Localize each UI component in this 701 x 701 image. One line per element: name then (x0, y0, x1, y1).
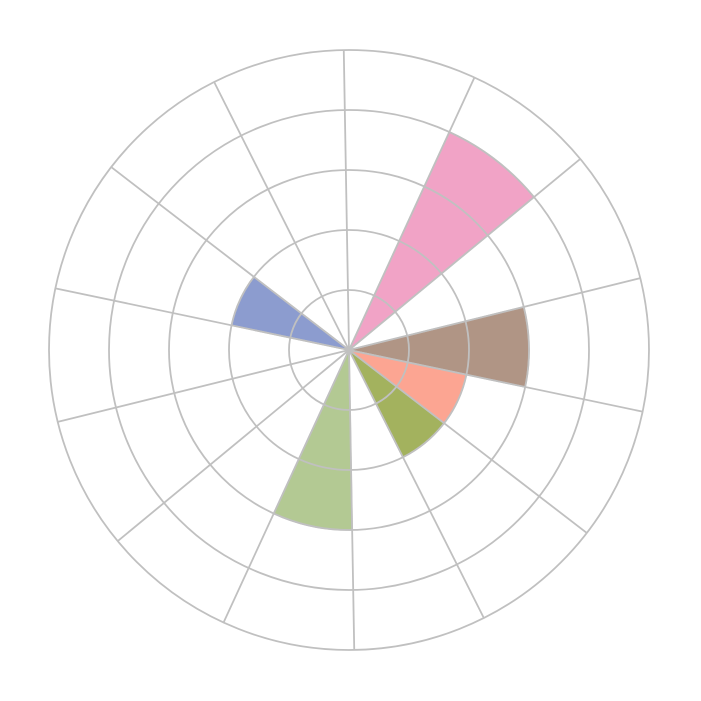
angular-gridline-9 (117, 349, 350, 542)
angular-gridline-1 (348, 77, 476, 351)
angular-gridline-2 (348, 158, 581, 351)
radial-gridline-3 (168, 169, 530, 531)
radial-gridline-4 (108, 109, 590, 591)
angular-gridline-12 (110, 166, 350, 351)
radial-gridline-1 (288, 289, 410, 411)
bars-layer (230, 130, 536, 531)
angular-gridline-7 (348, 349, 356, 650)
bar-sector-7 (272, 349, 353, 531)
angular-gridline-13 (213, 81, 350, 351)
angular-gridline-4 (348, 349, 643, 413)
angular-gridline-8 (222, 349, 350, 623)
angular-gridline-10 (57, 349, 350, 423)
angular-gridline-11 (55, 287, 350, 351)
radial-gridline-5 (48, 49, 650, 651)
radial-gridline-2 (228, 229, 470, 471)
angular-gridline-0 (342, 50, 350, 351)
grid-layer (48, 49, 650, 651)
angular-gridline-6 (348, 349, 485, 619)
angular-gridline-5 (348, 349, 588, 534)
angular-gridline-3 (348, 277, 641, 351)
